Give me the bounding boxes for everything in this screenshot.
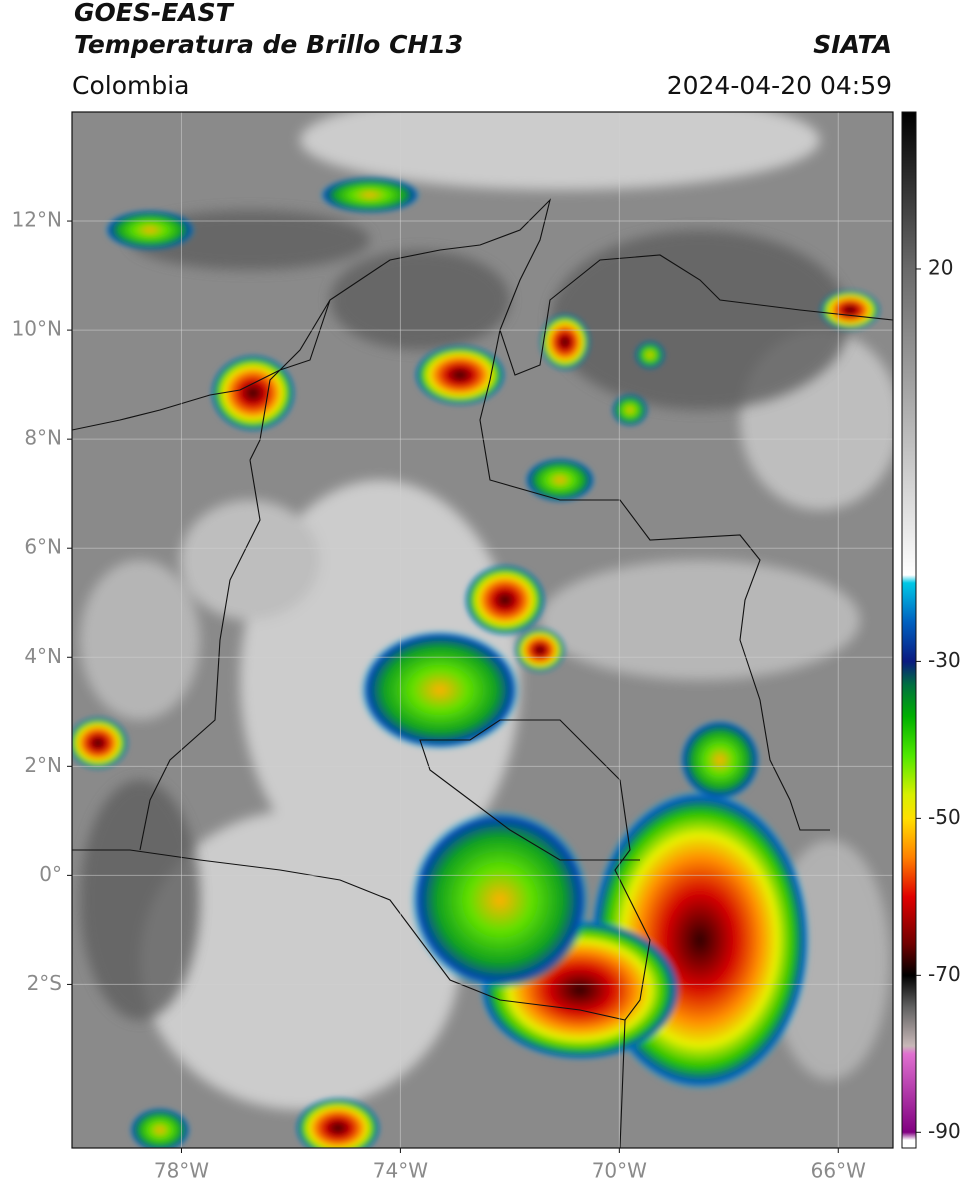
y-tick-label: 6°N <box>24 535 62 559</box>
colorbar-tick-label: -30 <box>928 648 961 672</box>
y-tick-label: 0° <box>39 862 62 886</box>
borders <box>72 198 893 1148</box>
colorbar-tick-label: -70 <box>928 962 961 986</box>
datetime: 2024-04-20 04:59 <box>667 71 892 100</box>
colorbar-tick-label: -50 <box>928 805 961 829</box>
satellite-image <box>72 112 893 1148</box>
y-tick-label: 2°N <box>24 753 62 777</box>
x-tick-label: 70°W <box>592 1159 647 1183</box>
colorbar-tick-label: -90 <box>928 1119 961 1143</box>
y-tick-label: 2°S <box>27 971 62 995</box>
x-tick-label: 78°W <box>154 1159 209 1183</box>
region: Colombia <box>72 71 189 100</box>
subtitle: Temperatura de Brillo CH13 <box>74 30 463 59</box>
y-tick-label: 10°N <box>12 317 62 341</box>
x-tick-label: 66°W <box>811 1159 866 1183</box>
plot-frame <box>71 111 894 1149</box>
source: SIATA <box>813 30 892 59</box>
colorbar-tick-label: 20 <box>928 255 953 279</box>
y-tick-label: 12°N <box>12 208 62 232</box>
y-tick-label: 4°N <box>24 644 62 668</box>
title: GOES-EAST <box>74 0 235 27</box>
y-tick-label: 8°N <box>24 426 62 450</box>
x-tick-label: 74°W <box>373 1159 428 1183</box>
colorbar <box>901 111 917 1149</box>
